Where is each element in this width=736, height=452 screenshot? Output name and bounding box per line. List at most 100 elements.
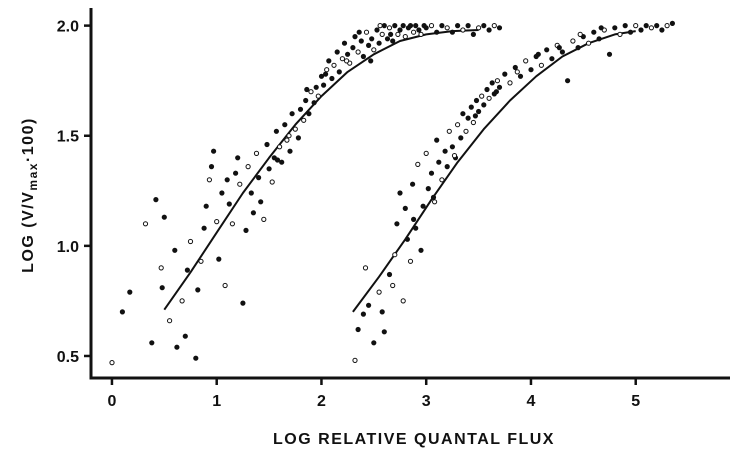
data-point	[565, 78, 571, 84]
data-point	[334, 49, 340, 55]
x-tick-label: 0	[107, 393, 116, 410]
data-point	[179, 298, 185, 304]
data-point	[377, 23, 383, 29]
data-point	[368, 58, 374, 64]
data-point	[430, 194, 437, 200]
data-point	[446, 128, 452, 134]
data-point	[172, 247, 178, 253]
data-point	[360, 53, 366, 60]
data-point	[507, 80, 513, 86]
data-point	[669, 20, 676, 26]
data-point	[559, 49, 566, 55]
data-point	[381, 23, 387, 29]
data-point	[211, 148, 217, 154]
x-tick-label: 1	[212, 393, 221, 410]
data-point	[366, 42, 372, 49]
data-point	[502, 71, 508, 77]
fit-line-1	[163, 29, 479, 311]
data-point	[434, 137, 440, 143]
data-point	[158, 265, 164, 271]
data-point	[277, 144, 283, 150]
data-point	[341, 40, 348, 46]
data-point	[491, 23, 497, 29]
data-point	[476, 25, 482, 31]
x-tick-label: 4	[527, 393, 536, 410]
data-point	[432, 199, 438, 205]
data-point	[463, 128, 469, 134]
data-point	[363, 29, 370, 35]
data-point	[390, 282, 396, 289]
data-point	[233, 170, 239, 176]
data-point	[575, 45, 581, 51]
data-point	[229, 221, 235, 227]
data-point	[292, 126, 298, 132]
data-point	[622, 23, 628, 29]
x-tick-label: 2	[317, 393, 326, 410]
data-point	[326, 58, 332, 64]
data-point	[286, 133, 292, 139]
data-point	[301, 117, 307, 123]
data-point	[297, 106, 304, 112]
data-point	[253, 150, 260, 156]
data-point	[407, 23, 414, 29]
data-point	[167, 318, 173, 324]
data-point	[329, 75, 335, 82]
data-point	[258, 199, 264, 205]
data-point	[381, 329, 387, 335]
data-point	[449, 144, 455, 150]
data-point	[570, 38, 576, 44]
data-point	[407, 258, 414, 264]
data-point	[439, 23, 445, 29]
data-point	[402, 34, 408, 40]
data-point	[376, 289, 382, 295]
data-point	[226, 201, 232, 207]
data-point	[201, 225, 207, 231]
data-point	[390, 38, 396, 44]
data-point	[109, 360, 115, 366]
data-point	[266, 166, 272, 172]
data-point	[648, 25, 655, 31]
data-point	[549, 56, 555, 62]
data-point	[306, 111, 312, 117]
data-point	[356, 29, 362, 35]
data-point	[264, 141, 270, 148]
data-point	[161, 214, 167, 220]
data-point	[489, 80, 495, 86]
data-point	[366, 302, 372, 308]
data-point	[386, 25, 393, 31]
data-point	[287, 148, 293, 154]
y-axis-label-prefix: LOG (V/V	[20, 191, 37, 273]
data-point	[643, 23, 649, 29]
data-point	[591, 29, 597, 35]
data-point	[598, 25, 604, 31]
data-point	[470, 119, 476, 126]
data-point	[274, 157, 281, 163]
data-point	[455, 122, 461, 128]
data-point	[222, 282, 228, 289]
data-point	[261, 216, 267, 222]
y-tick-label: 1.5	[57, 129, 79, 146]
data-point	[350, 45, 356, 51]
data-point	[654, 23, 660, 29]
data-point	[411, 216, 417, 222]
data-point	[397, 27, 403, 33]
data-point	[362, 265, 369, 271]
data-point	[455, 23, 461, 29]
data-point	[214, 219, 220, 225]
data-point	[486, 27, 492, 33]
data-point	[486, 95, 492, 101]
data-point	[216, 256, 222, 262]
data-point	[439, 177, 445, 183]
y-tick-label: 2.0	[57, 19, 79, 36]
data-point	[449, 29, 455, 35]
data-point	[514, 69, 520, 75]
data-point	[318, 73, 325, 79]
data-point	[479, 93, 485, 99]
data-point	[358, 38, 364, 44]
data-point	[535, 51, 541, 57]
data-point	[523, 58, 529, 64]
data-point	[416, 27, 422, 33]
data-point	[344, 58, 350, 64]
data-point	[304, 86, 310, 93]
